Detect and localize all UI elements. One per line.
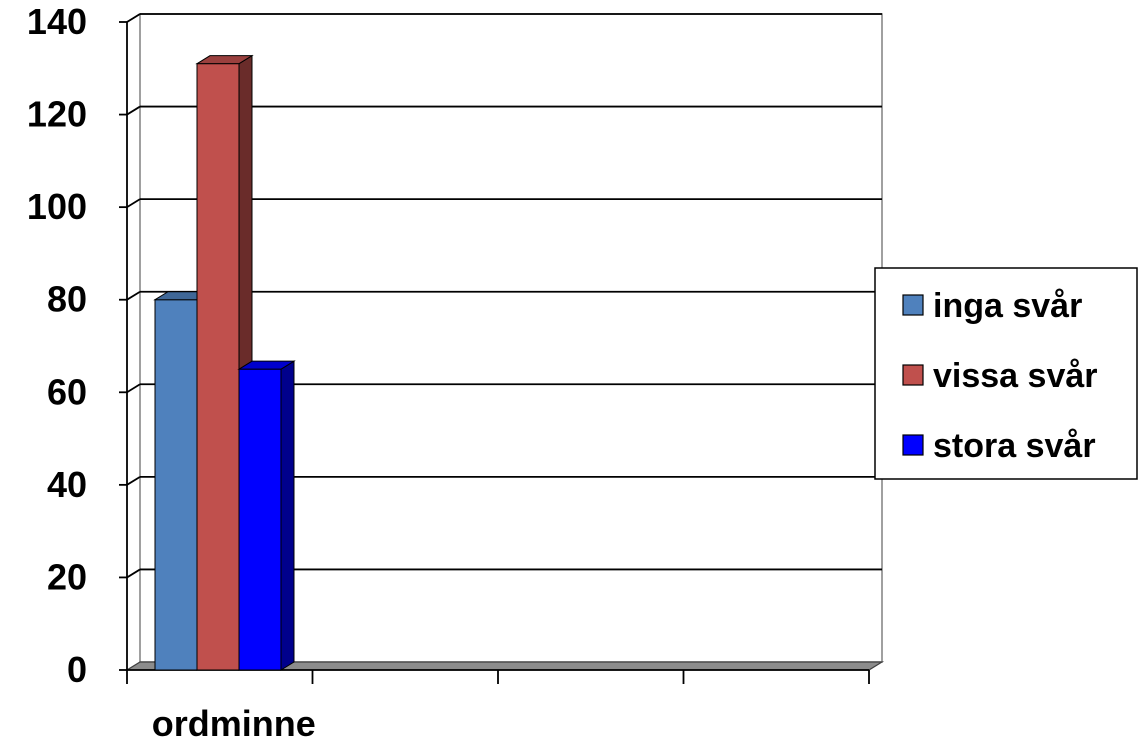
- gridline-side: [126, 198, 141, 208]
- legend-swatch: [902, 294, 924, 316]
- bar-1: [153, 290, 212, 671]
- bar-top: [195, 55, 254, 65]
- bars: [153, 54, 296, 671]
- y-tick-label: 80: [47, 279, 87, 320]
- y-tick-label: 100: [27, 186, 87, 227]
- bar-front: [154, 299, 198, 671]
- legend-item: vissa svår: [902, 357, 1098, 395]
- x-axis: ordminne: [126, 669, 870, 744]
- bar-front: [238, 368, 282, 671]
- gridline-side: [126, 105, 141, 116]
- legend-item: inga svår: [902, 287, 1082, 325]
- bar-front: [196, 63, 240, 671]
- legend-label: vissa svår: [933, 357, 1098, 395]
- y-tick-label: 20: [47, 556, 87, 597]
- y-tick-label: 40: [47, 464, 87, 505]
- gridline-side: [126, 13, 141, 23]
- y-tick-label: 60: [47, 371, 87, 412]
- legend-swatch: [902, 364, 924, 386]
- gridline-side: [126, 383, 141, 394]
- legend-swatch: [902, 434, 924, 456]
- legend-item: stora svår: [902, 427, 1096, 465]
- bar-3: [237, 360, 296, 671]
- legend-label: inga svår: [933, 287, 1082, 325]
- y-tick-label: 140: [27, 1, 87, 42]
- x-tick-label: ordminne: [152, 703, 316, 744]
- legend-label: stora svår: [933, 427, 1096, 465]
- y-tick-label: 0: [67, 649, 87, 690]
- bar-side: [280, 360, 295, 671]
- y-tick-label: 120: [27, 94, 87, 135]
- gridline-side: [126, 476, 141, 486]
- gridline-side: [126, 568, 141, 579]
- y-axis: 0 20 40 60 80 100 120 140: [27, 1, 128, 690]
- legend: inga svår vissa svår stora svår: [874, 267, 1138, 480]
- gridline-side: [126, 290, 141, 301]
- bar-top: [237, 360, 296, 370]
